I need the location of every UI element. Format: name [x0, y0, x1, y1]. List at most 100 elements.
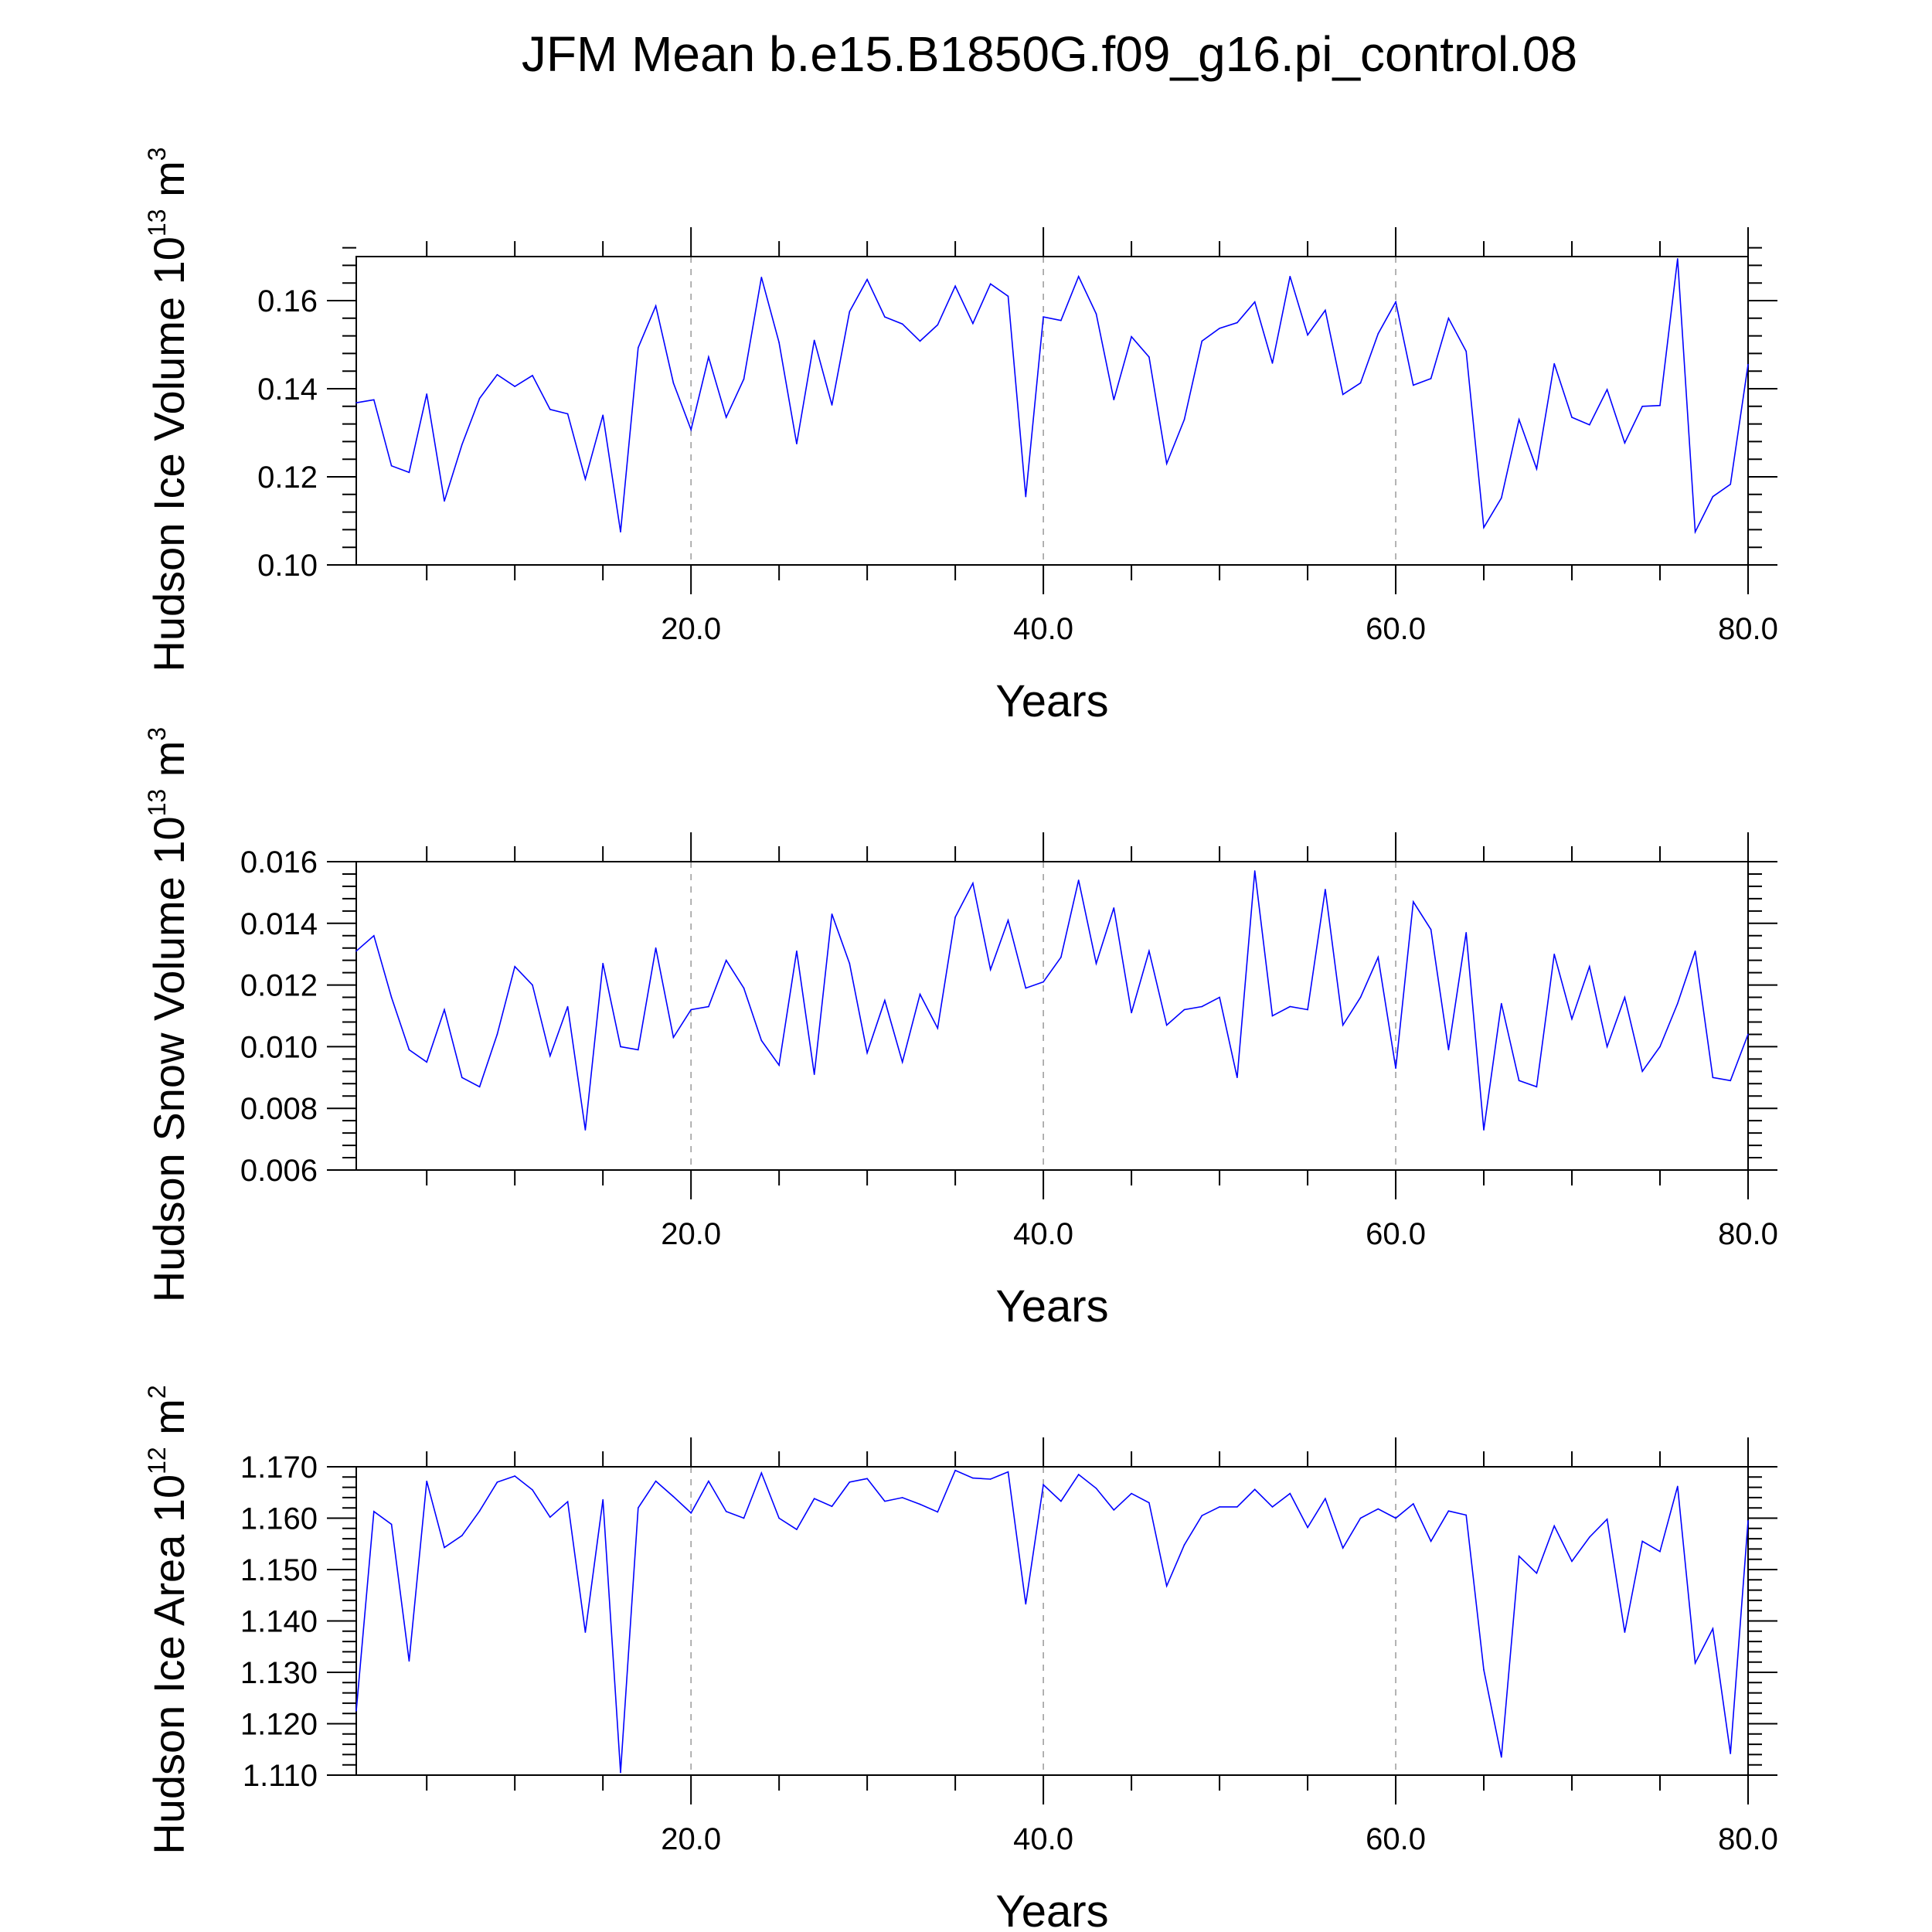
data-point — [1641, 406, 1644, 407]
data-point — [1253, 870, 1256, 872]
data-point — [866, 1052, 868, 1054]
data-point — [1694, 531, 1696, 533]
data-point — [1025, 987, 1027, 989]
data-point — [1395, 1067, 1396, 1070]
data-point — [478, 397, 481, 400]
plot-frame — [355, 861, 1749, 1171]
data-point — [937, 1511, 939, 1513]
data-point — [1165, 1585, 1168, 1587]
data-point — [1571, 1018, 1573, 1020]
data-point — [708, 356, 709, 358]
plot-frame — [355, 256, 1749, 566]
data-point — [655, 1480, 657, 1482]
data-point — [372, 1511, 375, 1512]
y-tick-label: 0.12 — [257, 461, 318, 495]
data-point — [1077, 1474, 1080, 1475]
y-tick-label: 0.14 — [257, 372, 318, 406]
data-point — [778, 1517, 780, 1519]
data-point — [1589, 1536, 1590, 1538]
data-point — [1606, 1519, 1608, 1520]
data-point — [849, 1481, 851, 1483]
data-point — [1359, 996, 1362, 998]
data-point — [584, 1631, 587, 1633]
data-point — [1536, 1572, 1538, 1574]
data-point — [1747, 363, 1749, 366]
data-point — [444, 500, 445, 502]
data-point — [1095, 962, 1097, 964]
data-point — [1659, 1046, 1661, 1048]
data-point — [444, 1546, 445, 1549]
data-point — [1342, 1547, 1344, 1549]
series-line — [355, 1469, 1749, 1773]
data-point — [1183, 419, 1185, 420]
data-point — [1659, 1550, 1661, 1553]
data-point — [725, 1511, 727, 1512]
data-point — [743, 987, 745, 989]
data-point — [637, 1049, 639, 1051]
data-point — [672, 1036, 675, 1039]
data-point — [390, 464, 393, 467]
data-point — [1536, 468, 1538, 470]
data-point — [532, 375, 533, 376]
data-point — [1483, 526, 1485, 529]
plot-frame — [355, 1466, 1749, 1776]
data-point — [1148, 356, 1150, 358]
data-point — [426, 1480, 427, 1482]
data-point — [1694, 1662, 1696, 1664]
data-point — [884, 1500, 886, 1502]
data-point — [672, 1495, 675, 1498]
data-point — [1641, 1540, 1644, 1543]
data-point — [1518, 1555, 1520, 1557]
y-tick-label: 0.008 — [240, 1092, 318, 1126]
y-tick-label: 0.014 — [240, 907, 318, 941]
y-axis-title: Hudson Ice Area 1012 m2 — [143, 1385, 193, 1855]
y-tick-label: 0.012 — [240, 969, 318, 1003]
data-point — [1201, 1515, 1203, 1516]
data-point — [831, 1505, 833, 1508]
data-point — [831, 913, 833, 915]
data-point — [1043, 316, 1044, 318]
data-point — [1253, 301, 1256, 303]
data-point — [1289, 1005, 1291, 1008]
data-point — [919, 993, 921, 995]
data-point — [1077, 275, 1080, 277]
data-point — [408, 1049, 410, 1051]
data-point — [1501, 1002, 1502, 1005]
data-point — [1165, 463, 1168, 464]
data-point — [602, 1498, 604, 1501]
data-point — [937, 324, 939, 326]
data-point — [1307, 1009, 1308, 1011]
y-tick-label: 0.010 — [240, 1030, 318, 1064]
data-point — [426, 393, 427, 395]
data-point — [566, 413, 569, 415]
x-tick-label: 80.0 — [1718, 1822, 1778, 1856]
x-tick-label: 20.0 — [661, 612, 721, 646]
x-tick-label: 40.0 — [1013, 1822, 1073, 1856]
data-point — [390, 996, 393, 998]
data-point — [989, 968, 992, 971]
data-point — [1712, 1628, 1714, 1630]
y-tick-label: 1.130 — [240, 1656, 318, 1690]
data-point — [672, 382, 675, 384]
data-point — [760, 276, 763, 278]
data-point — [813, 1498, 815, 1500]
data-point — [637, 1507, 639, 1509]
x-tick-label: 80.0 — [1718, 612, 1778, 646]
data-point — [1553, 953, 1556, 955]
data-point — [1571, 1560, 1573, 1563]
panels: 0.10 0.12 0.14 0.16 20.0 40.0 60.0 80.0 Years Hud… — [143, 147, 1778, 1932]
data-point — [1060, 956, 1062, 958]
data-point — [655, 947, 657, 949]
data-point — [1712, 495, 1714, 498]
data-point — [1377, 1508, 1379, 1510]
data-point — [1342, 1024, 1344, 1026]
y-tick-label: 1.160 — [240, 1502, 318, 1536]
data-point — [584, 1129, 587, 1131]
data-point — [1712, 1077, 1714, 1079]
y-tick-label: 1.110 — [243, 1759, 318, 1793]
x-axis-title: Years — [995, 1886, 1108, 1932]
data-point — [1253, 1488, 1256, 1491]
data-point — [954, 285, 956, 287]
data-point — [566, 1501, 569, 1503]
